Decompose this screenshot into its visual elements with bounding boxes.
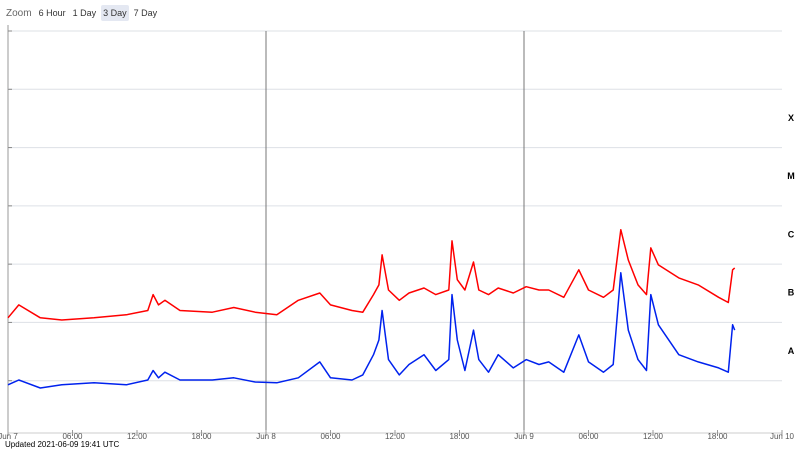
class-label: A — [788, 346, 795, 356]
updated-note: Updated 2021-06-09 19:41 UTC — [5, 440, 120, 449]
x-tick-label: 12:00 — [643, 432, 664, 441]
class-label: C — [788, 229, 795, 239]
zoom-button[interactable]: 7 Day — [133, 8, 158, 18]
x-tick-label: 06:00 — [62, 432, 83, 441]
x-tick-label: Jun 7 — [0, 432, 18, 441]
x-tick-label: 06:00 — [320, 432, 341, 441]
zoom-label: Zoom — [6, 7, 32, 19]
x-tick-label: 06:00 — [578, 432, 599, 441]
x-tick-label: Jun 9 — [514, 432, 534, 441]
flux-line — [7, 272, 736, 389]
class-label: X — [788, 113, 794, 123]
x-tick-label: 12:00 — [385, 432, 406, 441]
zoom-button[interactable]: 1 Day — [72, 8, 97, 18]
x-tick-label: 18:00 — [191, 432, 212, 441]
class-label: M — [787, 171, 795, 181]
x-tick-label: Jun 8 — [256, 432, 276, 441]
zoom-button[interactable]: 3 Day — [101, 5, 129, 21]
x-tick-label: 12:00 — [127, 432, 148, 441]
zoom-button[interactable]: 6 Hour — [38, 8, 66, 18]
class-label: B — [788, 288, 795, 298]
x-tick-label: Jun 10 — [770, 432, 795, 441]
flux-line — [7, 228, 736, 321]
x-tick-label: 18:00 — [449, 432, 470, 441]
x-tick-label: 18:00 — [707, 432, 728, 441]
zoom-bar: Zoom 6 Hour 1 Day 3 Day 7 Day — [6, 5, 159, 21]
